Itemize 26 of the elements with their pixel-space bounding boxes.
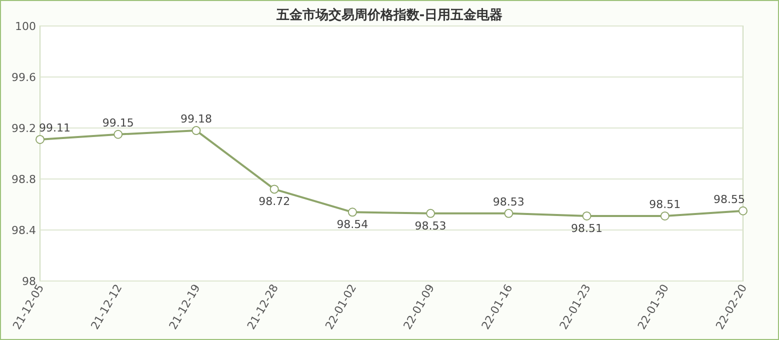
- point: [348, 208, 357, 217]
- y-tick-label: 99.2: [12, 122, 36, 135]
- y-tick-label: 98.8: [12, 173, 36, 186]
- data-label: 98.54: [336, 218, 368, 232]
- point: [582, 211, 592, 220]
- point: [114, 130, 123, 139]
- data-label: 98.51: [649, 198, 681, 211]
- data-label: 98.55: [714, 192, 745, 206]
- y-tick-label: 98.4: [12, 224, 36, 237]
- y-tick-label: 100: [15, 20, 36, 33]
- point: [36, 134, 44, 144]
- point: [270, 184, 279, 194]
- data-label: 98.53: [414, 219, 446, 232]
- data-label: 99.18: [180, 112, 212, 126]
- point: [504, 208, 514, 218]
- data-label: 98.53: [492, 195, 524, 208]
- y-tick-label: 99.6: [12, 71, 36, 84]
- point: [192, 126, 201, 136]
- data-label: 99.11: [39, 121, 70, 134]
- data-label: 98.72: [258, 195, 290, 208]
- point: [426, 208, 436, 218]
- data-label: 98.51: [571, 222, 603, 235]
- chart-title: 五金市场交易周价格指数-日用五金电器: [275, 7, 503, 23]
- data-label: 99.15: [102, 116, 134, 130]
- point: [738, 206, 748, 216]
- point: [660, 211, 670, 220]
